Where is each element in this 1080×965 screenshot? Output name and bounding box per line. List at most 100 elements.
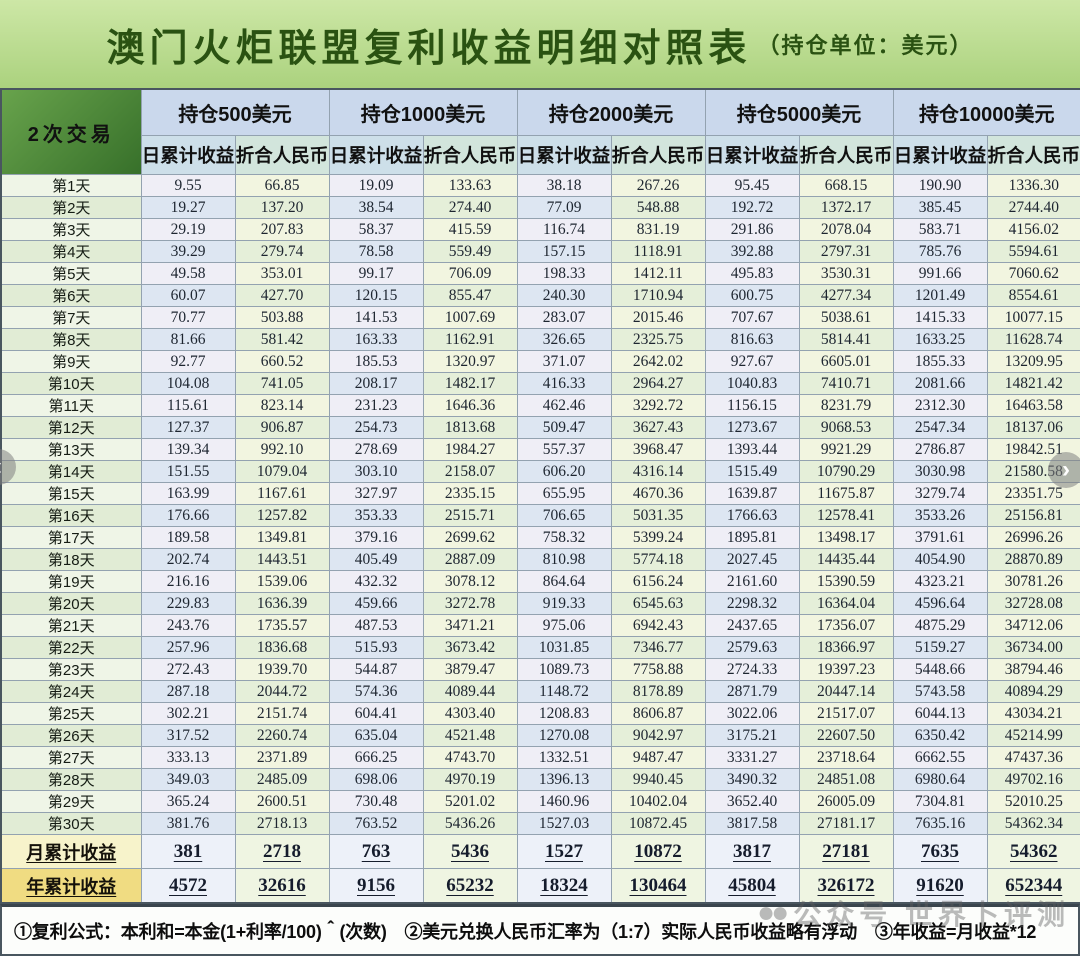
group-header: 持仓5000美元 <box>704 88 894 136</box>
value-cell: 26005.09 <box>798 790 894 813</box>
value-cell: 991.66 <box>892 262 988 285</box>
value-cell: 427.70 <box>234 284 330 307</box>
table-row: 第24天 287.18 2044.72 574.36 4089.44 1148.72 817… <box>0 680 1080 703</box>
value-cell: 2515.71 <box>422 504 518 527</box>
value-cell: 4875.29 <box>892 614 988 637</box>
table-row: 第18天 202.74 1443.51 405.49 2887.09 810.98 5774… <box>0 548 1080 571</box>
value-cell: 2298.32 <box>704 592 800 615</box>
value-cell: 1349.81 <box>234 526 330 549</box>
monthly-total-value: 10872 <box>610 834 706 869</box>
table-row: 第22天 257.96 1836.68 515.93 3673.42 1031.85 734… <box>0 636 1080 659</box>
value-cell: 3879.47 <box>422 658 518 681</box>
value-cell: 1208.83 <box>516 702 612 725</box>
value-cell: 7346.77 <box>610 636 706 659</box>
value-cell: 2325.75 <box>610 328 706 351</box>
carousel-next-button[interactable]: › <box>1048 452 1080 488</box>
value-cell: 1089.73 <box>516 658 612 681</box>
value-cell: 14821.42 <box>986 372 1080 395</box>
value-cell: 7304.81 <box>892 790 988 813</box>
value-cell: 231.23 <box>328 394 424 417</box>
value-cell: 416.33 <box>516 372 612 395</box>
value-cell: 365.24 <box>140 790 236 813</box>
value-cell: 919.33 <box>516 592 612 615</box>
monthly-total-value: 3817 <box>704 834 800 869</box>
monthly-total-value: 27181 <box>798 834 894 869</box>
value-cell: 176.66 <box>140 504 236 527</box>
value-cell: 22607.50 <box>798 724 894 747</box>
value-cell: 274.40 <box>422 196 518 219</box>
value-cell: 9940.45 <box>610 768 706 791</box>
title-unit-note: （持仓单位：美元） <box>757 33 974 58</box>
value-cell: 26996.26 <box>986 526 1080 549</box>
table-row: 第8天 81.66 581.42 163.33 1162.91 326.65 2325.75… <box>0 328 1080 351</box>
value-cell: 4089.44 <box>422 680 518 703</box>
value-cell: 1415.33 <box>892 306 988 329</box>
value-cell: 1336.30 <box>986 174 1080 197</box>
table-body: 第1天 9.55 66.85 19.09 133.63 38.18 267.26 95.45 6… <box>0 174 1080 904</box>
day-label: 第29天 <box>0 790 142 813</box>
value-cell: 202.74 <box>140 548 236 571</box>
day-label: 第27天 <box>0 746 142 769</box>
value-cell: 3078.12 <box>422 570 518 593</box>
value-cell: 559.49 <box>422 240 518 263</box>
chevron-left-icon: ‹ <box>0 453 2 481</box>
value-cell: 758.32 <box>516 526 612 549</box>
value-cell: 7410.71 <box>798 372 894 395</box>
day-label: 第9天 <box>0 350 142 373</box>
table-row: 第20天 229.83 1636.39 459.66 3272.78 919.33 6545… <box>0 592 1080 615</box>
value-cell: 5814.41 <box>798 328 894 351</box>
value-cell: 14435.44 <box>798 548 894 571</box>
trades-per-day-label: 2次交易 <box>0 88 142 175</box>
day-label: 第13天 <box>0 438 142 461</box>
value-cell: 2437.65 <box>704 614 800 637</box>
value-cell: 151.55 <box>140 460 236 483</box>
value-cell: 3279.74 <box>892 482 988 505</box>
value-cell: 6545.63 <box>610 592 706 615</box>
value-cell: 3530.31 <box>798 262 894 285</box>
table-row: 第26天 317.52 2260.74 635.04 4521.48 1270.08 904… <box>0 724 1080 747</box>
value-cell: 12578.41 <box>798 504 894 527</box>
value-cell: 459.66 <box>328 592 424 615</box>
value-cell: 49.58 <box>140 262 236 285</box>
value-cell: 349.03 <box>140 768 236 791</box>
value-cell: 2887.09 <box>422 548 518 571</box>
value-cell: 32728.08 <box>986 592 1080 615</box>
value-cell: 5594.61 <box>986 240 1080 263</box>
yearly-total-value: 65232 <box>422 868 518 904</box>
value-cell: 18137.06 <box>986 416 1080 439</box>
value-cell: 24851.08 <box>798 768 894 791</box>
table-row: 第5天 49.58 353.01 99.17 706.09 198.33 1412.11 49… <box>0 262 1080 285</box>
value-cell: 5743.58 <box>892 680 988 703</box>
value-cell: 77.09 <box>516 196 612 219</box>
value-cell: 1148.72 <box>516 680 612 703</box>
value-cell: 1332.51 <box>516 746 612 769</box>
value-cell: 1201.49 <box>892 284 988 307</box>
value-cell: 267.26 <box>610 174 706 197</box>
yearly-total-value: 4572 <box>140 868 236 904</box>
value-cell: 9.55 <box>140 174 236 197</box>
value-cell: 548.88 <box>610 196 706 219</box>
value-cell: 38.18 <box>516 174 612 197</box>
value-cell: 4054.90 <box>892 548 988 571</box>
monthly-total-row: 月累计收益 381 2718 763 5436 1527 10872 3817 27181 763… <box>0 834 1080 869</box>
value-cell: 5436.26 <box>422 812 518 835</box>
value-cell: 432.32 <box>328 570 424 593</box>
value-cell: 4670.36 <box>610 482 706 505</box>
subheader-usd: 日累计收益 <box>516 135 612 175</box>
value-cell: 20447.14 <box>798 680 894 703</box>
value-cell: 2485.09 <box>234 768 330 791</box>
value-cell: 975.06 <box>516 614 612 637</box>
value-cell: 2027.45 <box>704 548 800 571</box>
value-cell: 19.27 <box>140 196 236 219</box>
group-header: 持仓500美元 <box>140 88 330 136</box>
value-cell: 2371.89 <box>234 746 330 769</box>
carousel-prev-button[interactable]: ‹ <box>0 449 16 485</box>
value-cell: 503.88 <box>234 306 330 329</box>
value-cell: 730.48 <box>328 790 424 813</box>
table-row: 第14天 151.55 1079.04 303.10 2158.07 606.20 4316… <box>0 460 1080 483</box>
value-cell: 2600.51 <box>234 790 330 813</box>
value-cell: 2044.72 <box>234 680 330 703</box>
value-cell: 333.13 <box>140 746 236 769</box>
yearly-total-value: 91620 <box>892 868 988 904</box>
value-cell: 157.15 <box>516 240 612 263</box>
